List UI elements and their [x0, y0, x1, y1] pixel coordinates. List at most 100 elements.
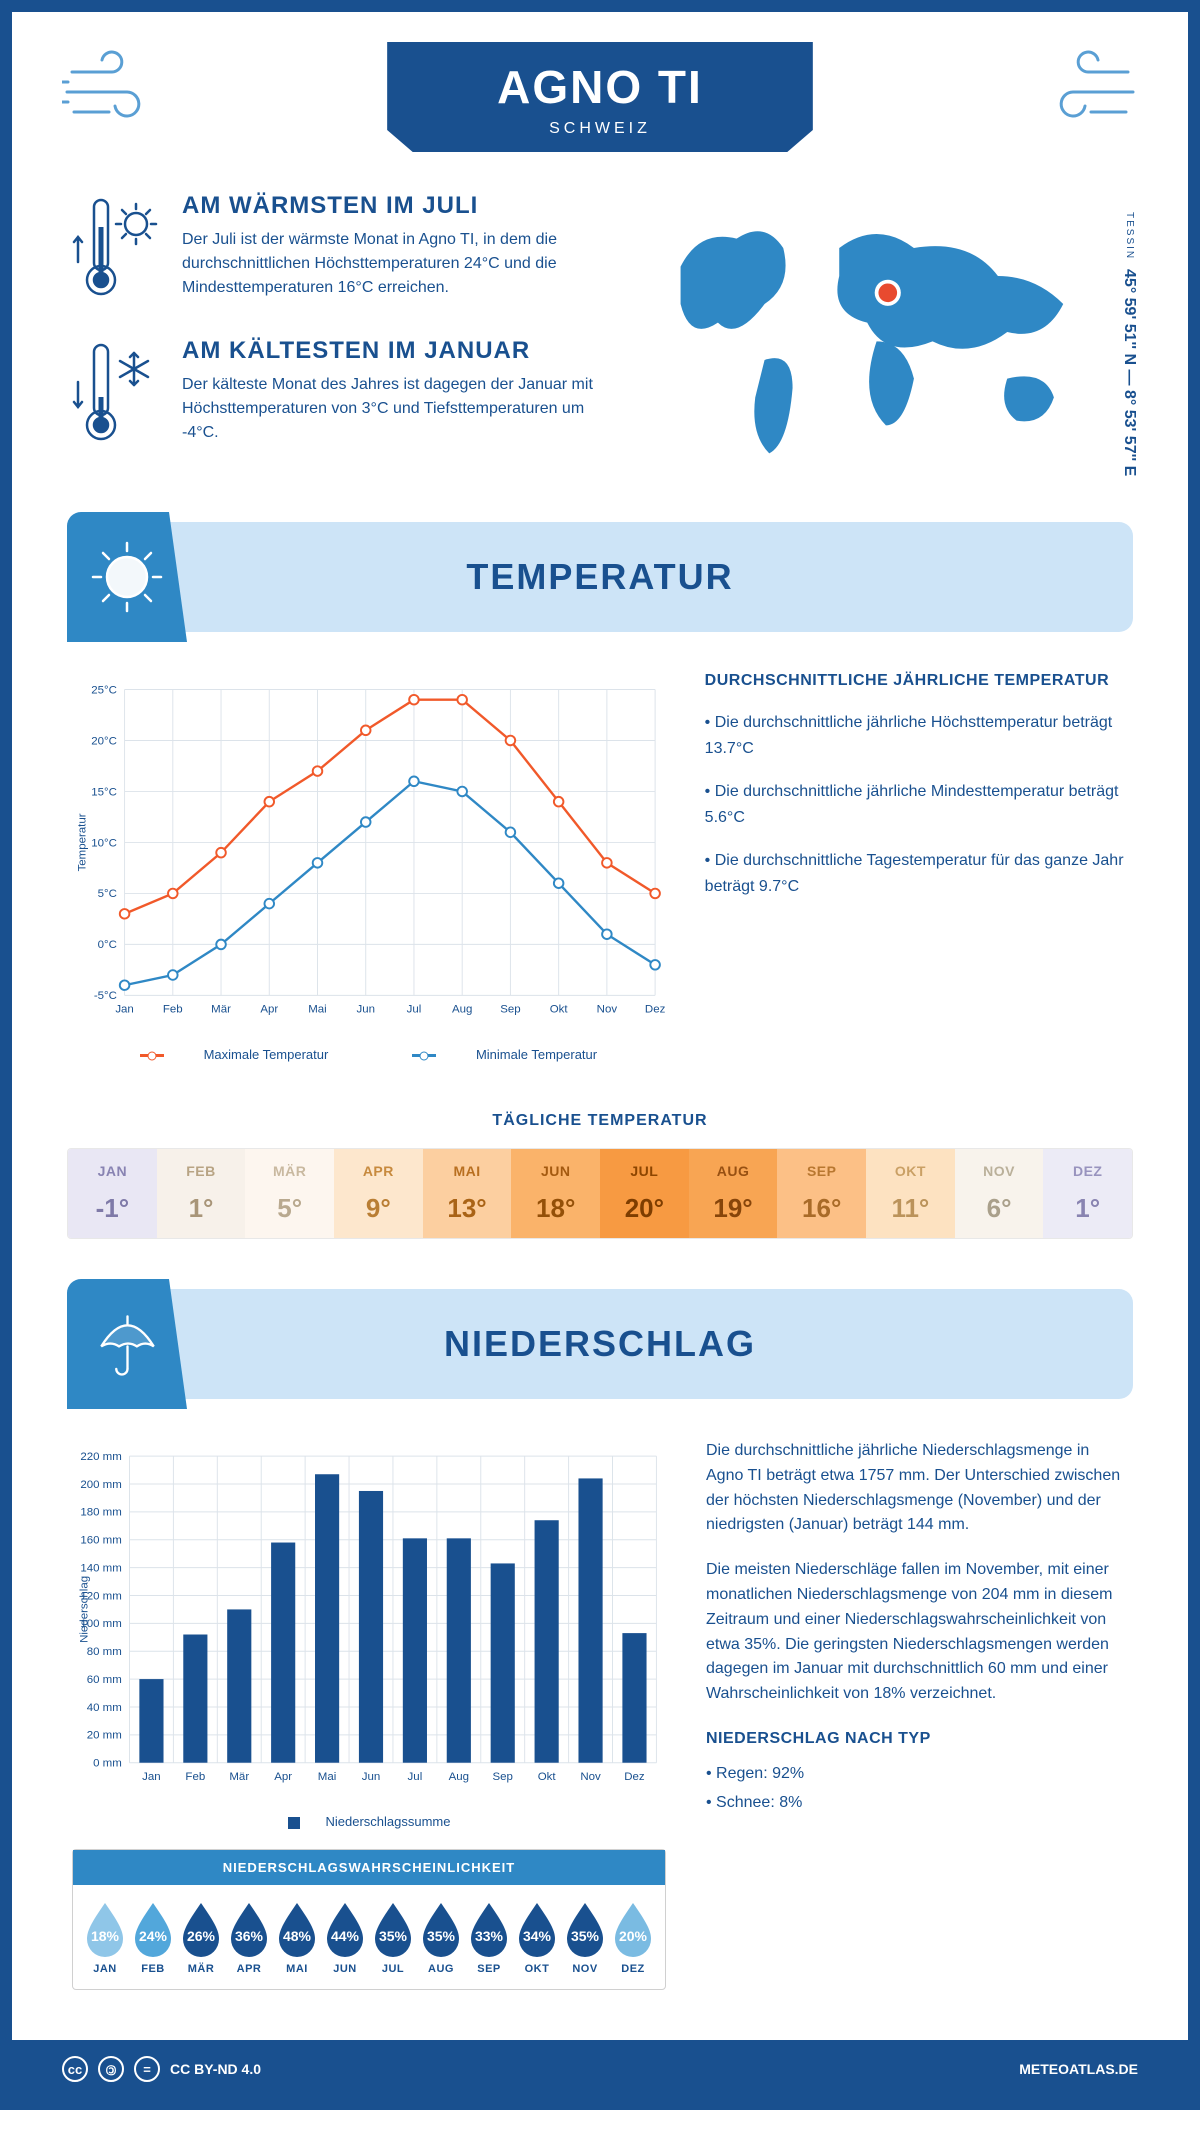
svg-text:26%: 26%: [187, 1928, 216, 1944]
svg-text:Aug: Aug: [452, 1004, 472, 1016]
daily-cell: MÄR5°: [245, 1149, 334, 1238]
site-credit: METEOATLAS.DE: [1019, 2061, 1138, 2077]
prob-drop: 26% MÄR: [177, 1899, 225, 1975]
svg-text:33%: 33%: [475, 1928, 504, 1944]
temperature-chart: -5°C0°C5°C10°C15°C20°C25°CJanFebMärAprMa…: [72, 672, 665, 1062]
cc-icon: cc: [62, 2056, 88, 2082]
daily-cell: DEZ1°: [1043, 1149, 1132, 1238]
title-ribbon: AGNO TI SCHWEIZ: [387, 42, 813, 152]
header: AGNO TI SCHWEIZ: [12, 12, 1188, 162]
warmest-title: AM WÄRMSTEN IM JULI: [182, 192, 604, 220]
wind-icon: [1028, 42, 1138, 137]
prob-drop: 48% MAI: [273, 1899, 321, 1975]
temperature-title: TEMPERATUR: [466, 556, 733, 598]
precip-title: NIEDERSCHLAG: [444, 1323, 756, 1365]
prob-drop: 36% APR: [225, 1899, 273, 1975]
svg-text:Mai: Mai: [318, 1771, 337, 1783]
svg-text:Apr: Apr: [260, 1004, 278, 1016]
coldest-title: AM KÄLTESTEN IM JANUAR: [182, 337, 604, 365]
svg-text:180 mm: 180 mm: [80, 1507, 122, 1519]
svg-text:Dez: Dez: [624, 1771, 645, 1783]
coordinates: TESSIN 45° 59' 51'' N — 8° 53' 57'' E: [1120, 212, 1138, 476]
svg-text:Apr: Apr: [274, 1771, 292, 1783]
svg-text:Niederschlag: Niederschlag: [78, 1576, 90, 1643]
svg-text:Nov: Nov: [580, 1771, 601, 1783]
precip-text: Die durchschnittliche jährliche Niedersc…: [706, 1439, 1128, 1990]
svg-text:36%: 36%: [235, 1928, 264, 1944]
by-icon: 🄯: [98, 2056, 124, 2082]
svg-text:35%: 35%: [427, 1928, 456, 1944]
svg-text:18%: 18%: [91, 1928, 120, 1944]
prob-drop: 35% NOV: [561, 1899, 609, 1975]
svg-text:Mär: Mär: [229, 1771, 249, 1783]
daily-cell: FEB1°: [157, 1149, 246, 1238]
svg-text:Sep: Sep: [493, 1771, 513, 1783]
svg-text:-5°C: -5°C: [94, 990, 117, 1002]
warmest-body: Der Juli ist der wärmste Monat in Agno T…: [182, 228, 604, 300]
svg-text:Jun: Jun: [356, 1004, 375, 1016]
prob-drop: 44% JUN: [321, 1899, 369, 1975]
prob-drop: 33% SEP: [465, 1899, 513, 1975]
precip-banner: NIEDERSCHLAG: [67, 1289, 1133, 1399]
daily-cell: JUN18°: [511, 1149, 600, 1238]
svg-text:140 mm: 140 mm: [80, 1562, 122, 1574]
thermometer-cold-icon: [72, 337, 162, 452]
svg-text:Jun: Jun: [362, 1771, 381, 1783]
daily-cell: OKT11°: [866, 1149, 955, 1238]
sun-icon: [67, 512, 187, 642]
svg-text:Okt: Okt: [538, 1771, 557, 1783]
svg-text:Aug: Aug: [449, 1771, 469, 1783]
svg-text:Temperatur: Temperatur: [76, 813, 88, 871]
world-map: [644, 192, 1128, 472]
svg-text:10°C: 10°C: [91, 837, 117, 849]
temperature-legend: Maximale Temperatur Minimale Temperatur: [72, 1047, 665, 1062]
temperature-banner: TEMPERATUR: [67, 522, 1133, 632]
svg-text:35%: 35%: [571, 1928, 600, 1944]
precip-legend: Niederschlagssumme: [72, 1814, 666, 1829]
prob-drop: 24% FEB: [129, 1899, 177, 1975]
daily-cell: SEP16°: [777, 1149, 866, 1238]
svg-text:Mär: Mär: [211, 1004, 231, 1016]
daily-temp-title: TÄGLICHE TEMPERATUR: [12, 1112, 1188, 1130]
prob-drop: 34% OKT: [513, 1899, 561, 1975]
coldest-body: Der kälteste Monat des Jahres ist dagege…: [182, 373, 604, 445]
svg-text:Mai: Mai: [308, 1004, 326, 1016]
svg-text:Okt: Okt: [550, 1004, 569, 1016]
svg-text:15°C: 15°C: [91, 786, 117, 798]
svg-text:Jul: Jul: [408, 1771, 423, 1783]
svg-text:44%: 44%: [331, 1928, 360, 1944]
svg-text:200 mm: 200 mm: [80, 1479, 122, 1491]
page-subtitle: SCHWEIZ: [497, 120, 703, 138]
svg-text:0 mm: 0 mm: [93, 1758, 122, 1770]
umbrella-icon: [67, 1279, 187, 1409]
intro-section: AM WÄRMSTEN IM JULI Der Juli ist der wär…: [12, 162, 1188, 522]
prob-drop: 20% DEZ: [609, 1899, 657, 1975]
warmest-fact: AM WÄRMSTEN IM JULI Der Juli ist der wär…: [72, 192, 604, 307]
svg-text:220 mm: 220 mm: [80, 1451, 122, 1463]
daily-cell: NOV6°: [955, 1149, 1044, 1238]
svg-text:Sep: Sep: [500, 1004, 520, 1016]
svg-text:Feb: Feb: [185, 1771, 205, 1783]
coldest-fact: AM KÄLTESTEN IM JANUAR Der kälteste Mona…: [72, 337, 604, 452]
svg-text:Nov: Nov: [597, 1004, 618, 1016]
svg-text:Jul: Jul: [407, 1004, 422, 1016]
daily-cell: MAI13°: [423, 1149, 512, 1238]
page-title: AGNO TI: [497, 60, 703, 114]
daily-cell: JUL20°: [600, 1149, 689, 1238]
svg-text:20 mm: 20 mm: [87, 1730, 122, 1742]
svg-text:24%: 24%: [139, 1928, 168, 1944]
daily-cell: JAN-1°: [68, 1149, 157, 1238]
svg-text:Feb: Feb: [163, 1004, 183, 1016]
svg-text:Jan: Jan: [142, 1771, 161, 1783]
precip-probability-box: NIEDERSCHLAGSWAHRSCHEINLICHKEIT 18% JAN …: [72, 1849, 666, 1990]
svg-text:48%: 48%: [283, 1928, 312, 1944]
svg-text:160 mm: 160 mm: [80, 1535, 122, 1547]
svg-text:20%: 20%: [619, 1928, 648, 1944]
daily-temp-table: JAN-1°FEB1°MÄR5°APR9°MAI13°JUN18°JUL20°A…: [67, 1148, 1133, 1239]
nd-icon: =: [134, 2056, 160, 2082]
svg-text:Jan: Jan: [115, 1004, 134, 1016]
prob-drop: 35% AUG: [417, 1899, 465, 1975]
precipitation-chart: 0 mm20 mm40 mm60 mm80 mm100 mm120 mm140 …: [72, 1439, 666, 1799]
prob-drop: 35% JUL: [369, 1899, 417, 1975]
thermometer-hot-icon: [72, 192, 162, 307]
